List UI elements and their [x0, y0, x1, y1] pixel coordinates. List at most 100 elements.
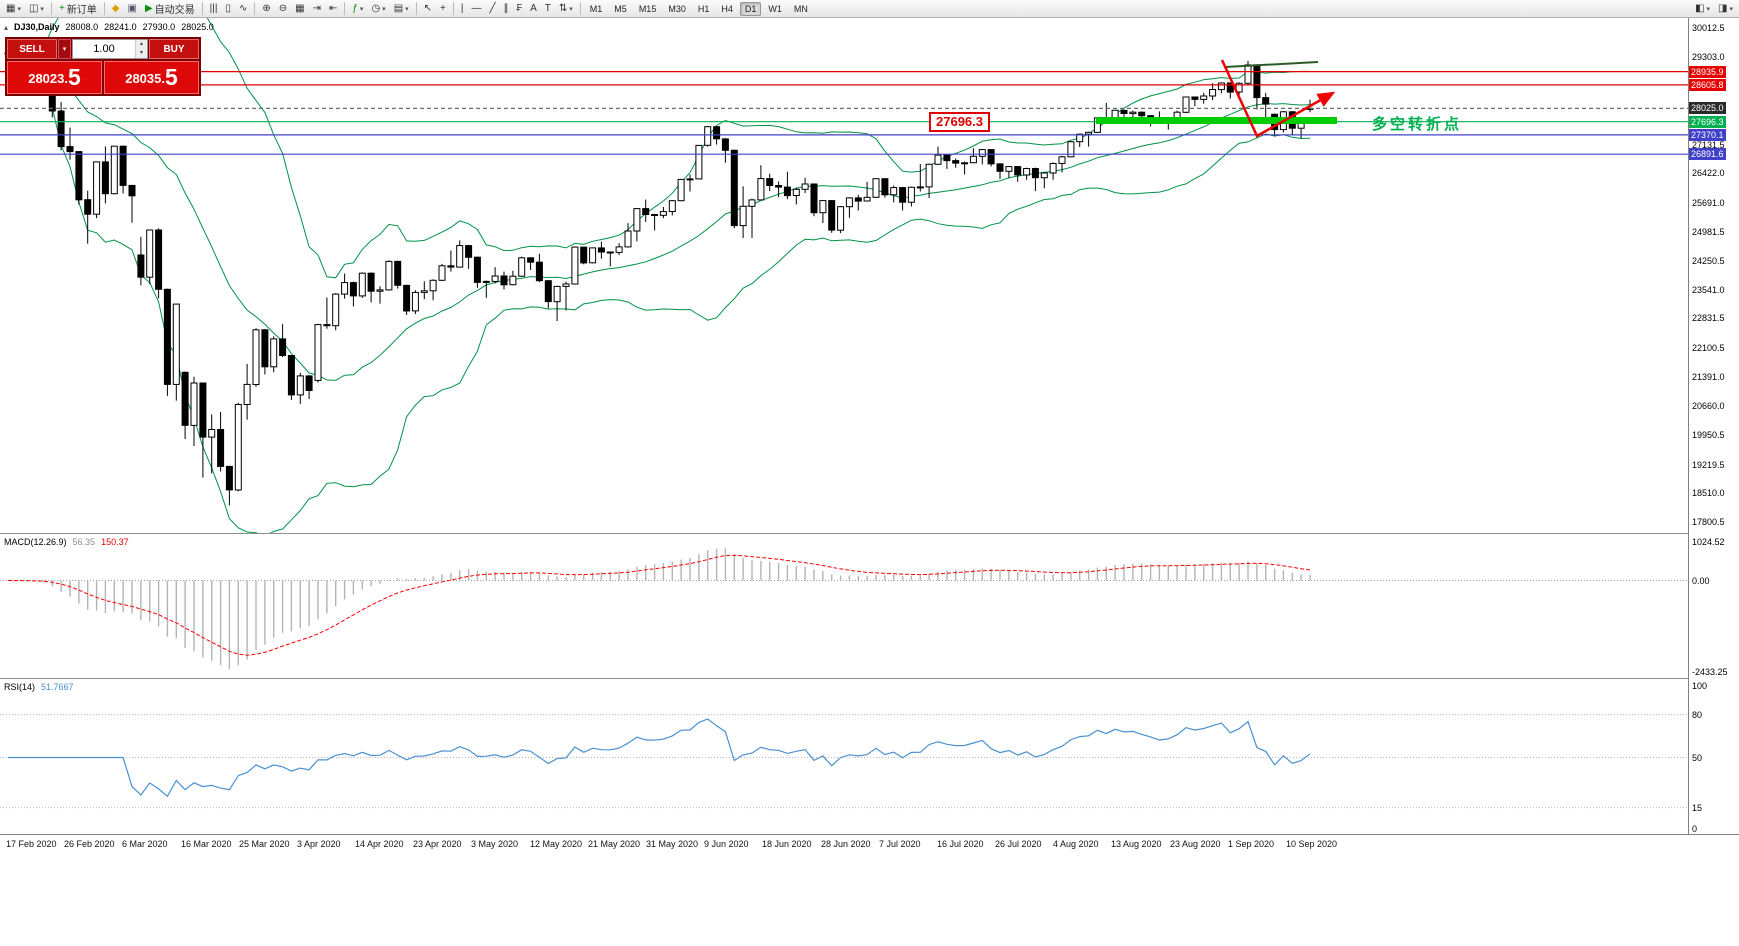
timeframe-h4-button[interactable]: H4: [716, 2, 738, 16]
pane-splitter-macd[interactable]: [0, 533, 1739, 534]
macd-indicator-name: MACD(12.26.9): [4, 537, 67, 547]
chart-window: ▴ DJ30,Daily 28008.0 28241.0 27930.0 280…: [0, 18, 1739, 946]
text-icon: A: [530, 3, 537, 14]
arrows-button[interactable]: ⇅ ▾: [555, 1, 577, 16]
zoom-out-button[interactable]: ⊖: [275, 1, 291, 16]
candlestick-chart-button[interactable]: ▯: [221, 1, 235, 16]
pane-splitter-rsi[interactable]: [0, 678, 1739, 679]
rsi-axis-label: 15: [1692, 803, 1703, 813]
timeframe-m15-button[interactable]: M15: [634, 2, 662, 16]
profiles-button[interactable]: ◫ ▾: [25, 1, 48, 16]
autotrading-icon: ▶: [144, 3, 153, 14]
cursor-icon: ↖: [423, 3, 433, 14]
one-click-toggle-icon[interactable]: ▴: [4, 22, 9, 32]
price-axis-label: 18510.0: [1692, 488, 1725, 498]
chart-shift-button[interactable]: ⇤: [325, 1, 341, 16]
trendline-icon: ╱: [489, 3, 496, 14]
time-axis[interactable]: 17 Feb 2020 26 Feb 2020 6 Mar 2020 16 Mar 2…: [0, 834, 1739, 853]
chart-window-menu-icon: ◧: [1695, 3, 1705, 14]
buy-price-button[interactable]: 28035.5: [104, 61, 199, 94]
vertical-line-button[interactable]: |: [457, 1, 468, 16]
chart-list-menu-button[interactable]: ◨ ▾: [1714, 1, 1737, 16]
timeframe-m1-button[interactable]: M1: [585, 2, 608, 16]
macd-pane[interactable]: [0, 534, 1688, 678]
volume-down-icon[interactable]: ▾: [136, 49, 147, 58]
date-axis-label: 31 May 2020: [646, 839, 699, 849]
date-axis-label: 23 Apr 2020: [413, 839, 462, 849]
cursor-button[interactable]: ↖: [420, 1, 436, 16]
timeframe-h1-button[interactable]: H1: [693, 2, 715, 16]
zoom-out-icon: ⊖: [278, 3, 288, 14]
macd-signal-value: 150.37: [101, 537, 129, 547]
profiles-icon: ◫: [28, 3, 39, 14]
sell-price-button[interactable]: 28023.5: [7, 61, 102, 94]
equidistant-channel-button[interactable]: ∥: [500, 1, 513, 16]
text-label-button[interactable]: T: [541, 1, 555, 16]
periods-button[interactable]: ◷ ▾: [367, 1, 389, 16]
metaeditor-button[interactable]: ◆: [108, 1, 124, 16]
candlestick-chart-icon: ▯: [225, 3, 231, 14]
crosshair-button[interactable]: +: [436, 1, 450, 16]
toolbar-separator: [254, 2, 256, 15]
new-order-button[interactable]: + 新订单: [55, 1, 101, 16]
sell-button[interactable]: SELL: [7, 39, 57, 59]
line-chart-button[interactable]: ∿: [235, 1, 251, 16]
sell-price-head: 28023.: [28, 71, 68, 86]
indicators-icon: ƒ: [352, 3, 358, 14]
macd-axis-label: -2433.25: [1692, 667, 1728, 677]
price-axis-label: 29303.0: [1692, 52, 1725, 62]
turning-point-text-label[interactable]: 多空转折点: [1372, 116, 1463, 133]
indicators-button[interactable]: ƒ ▾: [348, 1, 367, 16]
buy-price-head: 28035.: [125, 71, 165, 86]
timeframe-m5-button[interactable]: M5: [609, 2, 632, 16]
tile-windows-icon: ▦: [295, 3, 305, 14]
main-chart-canvas[interactable]: [0, 18, 1688, 533]
autotrading-button[interactable]: ▶ 自动交易: [141, 1, 199, 16]
new-chart-button[interactable]: ▦ ▾: [2, 1, 25, 16]
crosshair-icon: +: [440, 3, 446, 14]
new-order-icon: +: [58, 3, 65, 14]
fibonacci-button[interactable]: ₣: [513, 1, 527, 16]
trendline-button[interactable]: ╱: [486, 1, 500, 16]
price-axis-label: 22100.5: [1692, 343, 1725, 353]
turning-point-price-callout[interactable]: 27696.3: [929, 112, 990, 132]
chart-window-menu-button[interactable]: ◧ ▾: [1691, 1, 1714, 16]
auto-scroll-button[interactable]: ⇥: [309, 1, 325, 16]
zoom-in-button[interactable]: ⊕: [258, 1, 274, 16]
price-level-badge: 27696.3: [1689, 116, 1726, 128]
date-axis-label: 7 Jul 2020: [879, 839, 921, 849]
templates-button[interactable]: ▤ ▾: [390, 1, 413, 16]
price-axis-label: 30012.5: [1692, 23, 1725, 33]
timeframe-m30-button[interactable]: M30: [663, 2, 691, 16]
chevron-down-icon: ▾: [405, 5, 409, 13]
buy-button[interactable]: BUY: [149, 39, 199, 59]
rsi-pane[interactable]: [0, 679, 1688, 833]
volume-up-icon[interactable]: ▴: [136, 40, 147, 49]
ohlc-close: 28025.0: [181, 22, 214, 32]
terminal-button[interactable]: ▣: [123, 1, 140, 16]
sell-price-big-digit: 5: [67, 64, 81, 90]
chart-symbol-title: DJ30,Daily: [14, 22, 60, 32]
timeframe-mn-button[interactable]: MN: [789, 2, 813, 16]
ohlc-low: 27930.0: [142, 22, 176, 32]
toolbar-separator: [103, 2, 105, 15]
volume-preset-dropdown[interactable]: ▾: [58, 39, 71, 59]
toolbar-right-group: ◧ ▾ ◨ ▾: [1691, 1, 1737, 16]
macd-pane-label: MACD(12.26.9) 56.35 150.37: [4, 537, 129, 547]
timeframe-w1-button[interactable]: W1: [763, 2, 787, 16]
horizontal-line-button[interactable]: —: [468, 1, 486, 16]
tile-windows-button[interactable]: ▦: [291, 1, 308, 16]
arrows-icon: ⇅: [558, 3, 568, 14]
volume-input[interactable]: [73, 40, 135, 58]
price-axis-label: 19950.5: [1692, 430, 1725, 440]
text-button[interactable]: A: [526, 1, 541, 16]
price-axis-label: 19219.5: [1692, 460, 1725, 470]
date-axis-label: 13 Aug 2020: [1111, 839, 1162, 849]
terminal-icon: ▣: [127, 3, 137, 14]
fibonacci-icon: ₣: [516, 3, 523, 14]
timeframe-d1-button[interactable]: D1: [739, 1, 762, 16]
price-axis[interactable]: 30012.5 29303.0 27131.5 26422.0 25691.0 24981…: [1688, 18, 1739, 834]
line-chart-icon: ∿: [238, 3, 248, 14]
bar-chart-button[interactable]: |||: [206, 1, 222, 16]
chevron-down-icon: ▾: [382, 5, 386, 13]
